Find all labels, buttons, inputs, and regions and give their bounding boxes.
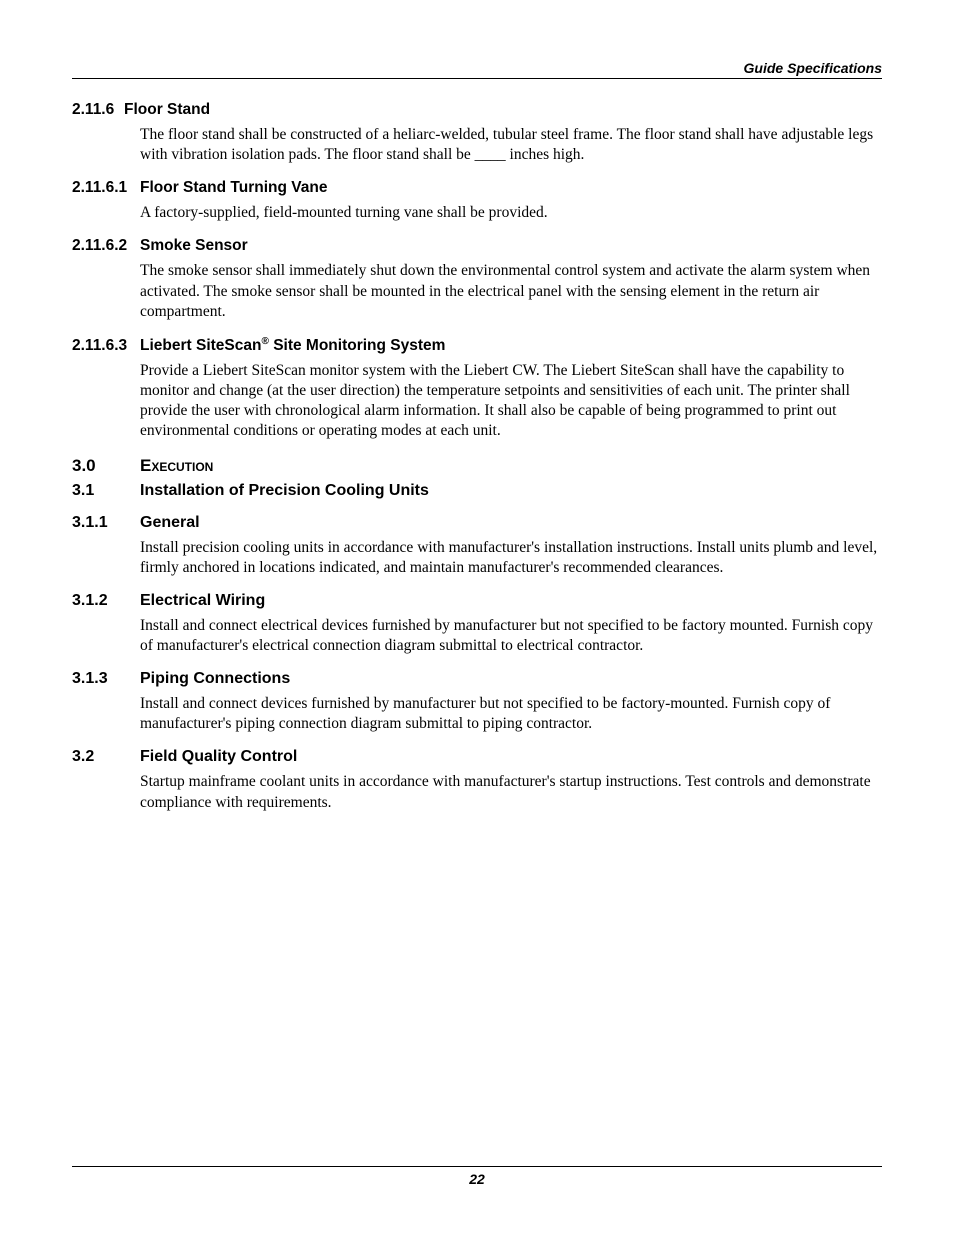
section-2-11-6-1: 2.11.6.1 Floor Stand Turning Vane A fact…	[72, 179, 882, 223]
section-3-1-3: 3.1.3 Piping Connections Install and con…	[72, 670, 882, 734]
section-2-11-6-2: 2.11.6.2 Smoke Sensor The smoke sensor s…	[72, 237, 882, 321]
heading-3-2: 3.2 Field Quality Control	[72, 748, 882, 766]
section-2-11-6-3: 2.11.6.3 Liebert SiteScan® Site Monitori…	[72, 336, 882, 442]
section-title: General	[140, 514, 200, 532]
section-body: Install precision cooling units in accor…	[140, 538, 882, 578]
section-title: Liebert SiteScan® Site Monitoring System	[140, 336, 445, 355]
section-number: 3.2	[72, 748, 140, 766]
heading-2-11-6-3: 2.11.6.3 Liebert SiteScan® Site Monitori…	[72, 336, 882, 355]
section-number: 3.1.3	[72, 670, 140, 688]
section-3-1: 3.1 Installation of Precision Cooling Un…	[72, 482, 882, 500]
section-body: Provide a Liebert SiteScan monitor syste…	[140, 361, 882, 442]
section-3-0: 3.0 Execution	[72, 456, 882, 476]
section-number: 3.1	[72, 482, 140, 500]
section-body: The floor stand shall be constructed of …	[140, 125, 882, 165]
section-body: A factory-supplied, field-mounted turnin…	[140, 203, 882, 223]
page-footer: 22	[72, 1166, 882, 1187]
section-body: Install and connect electrical devices f…	[140, 616, 882, 656]
section-number: 3.1.2	[72, 592, 140, 610]
document-page: Guide Specifications 2.11.6 Floor Stand …	[0, 0, 954, 1235]
registered-symbol: ®	[261, 336, 268, 347]
heading-3-1-1: 3.1.1 General	[72, 514, 882, 532]
heading-3-0: 3.0 Execution	[72, 456, 882, 476]
section-3-1-2: 3.1.2 Electrical Wiring Install and conn…	[72, 592, 882, 656]
heading-3-1-2: 3.1.2 Electrical Wiring	[72, 592, 882, 610]
section-2-11-6: 2.11.6 Floor Stand The floor stand shall…	[72, 101, 882, 165]
heading-2-11-6-1: 2.11.6.1 Floor Stand Turning Vane	[72, 179, 882, 197]
section-title: Installation of Precision Cooling Units	[140, 482, 429, 500]
section-number: 2.11.6.3	[72, 337, 140, 355]
title-suffix: Site Monitoring System	[269, 337, 446, 354]
section-title: Electrical Wiring	[140, 592, 265, 610]
section-3-2: 3.2 Field Quality Control Startup mainfr…	[72, 748, 882, 812]
heading-3-1: 3.1 Installation of Precision Cooling Un…	[72, 482, 882, 500]
section-title: Floor Stand Turning Vane	[140, 179, 327, 197]
page-number: 22	[469, 1171, 485, 1187]
heading-2-11-6-2: 2.11.6.2 Smoke Sensor	[72, 237, 882, 255]
section-body: The smoke sensor shall immediately shut …	[140, 261, 882, 321]
section-body: Install and connect devices furnished by…	[140, 694, 882, 734]
title-prefix: Liebert SiteScan	[140, 337, 261, 354]
heading-3-1-3: 3.1.3 Piping Connections	[72, 670, 882, 688]
section-number: 2.11.6.1	[72, 179, 140, 197]
section-body: Startup mainframe coolant units in accor…	[140, 772, 882, 812]
section-number: 3.1.1	[72, 514, 140, 532]
section-3-1-1: 3.1.1 General Install precision cooling …	[72, 514, 882, 578]
section-title: Field Quality Control	[140, 748, 297, 766]
section-number: 3.0	[72, 456, 140, 476]
section-number: 2.11.6	[72, 101, 124, 119]
section-title: Piping Connections	[140, 670, 290, 688]
section-title: Execution	[140, 456, 213, 476]
section-title: Smoke Sensor	[140, 237, 248, 255]
section-number: 2.11.6.2	[72, 237, 140, 255]
heading-2-11-6: 2.11.6 Floor Stand	[72, 101, 882, 119]
section-title: Floor Stand	[124, 101, 210, 119]
running-header: Guide Specifications	[72, 60, 882, 79]
